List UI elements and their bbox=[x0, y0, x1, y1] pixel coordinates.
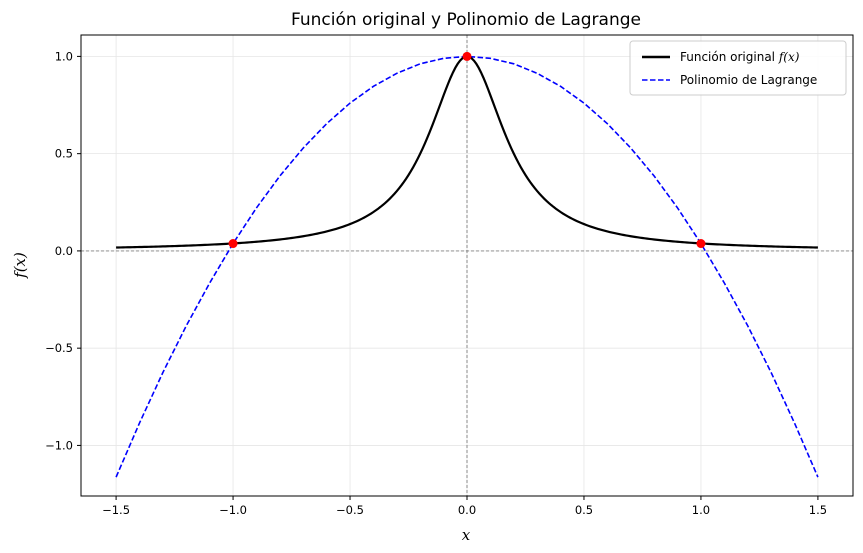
y-tick-label: −0.5 bbox=[45, 341, 73, 355]
legend-label-lagrange: Polinomio de Lagrange bbox=[680, 73, 817, 87]
y-axis-label: f(x) bbox=[11, 252, 29, 279]
x-tick-label: 0.0 bbox=[458, 503, 476, 517]
x-tick-label: 1.0 bbox=[692, 503, 710, 517]
y-tick-label: −1.0 bbox=[45, 438, 73, 452]
legend-box bbox=[629, 40, 847, 96]
y-tick-label: 0.0 bbox=[55, 244, 73, 258]
x-axis-label: x bbox=[462, 526, 471, 544]
y-tick-label: 1.0 bbox=[55, 49, 73, 63]
y-tick-label: 0.5 bbox=[55, 147, 73, 161]
x-tick-label: −0.5 bbox=[336, 503, 364, 517]
legend: Función original f(x) Polinomio de Lagra… bbox=[629, 40, 847, 96]
x-tick-label: −1.0 bbox=[219, 503, 247, 517]
interpolation-point bbox=[228, 239, 238, 249]
legend-label-original: Función original f(x) bbox=[680, 50, 800, 64]
chart-title: Función original y Polinomio de Lagrange bbox=[291, 10, 641, 30]
interpolation-point bbox=[696, 239, 706, 249]
x-tick-label: 0.5 bbox=[575, 503, 593, 517]
x-tick-label: −1.5 bbox=[102, 503, 130, 517]
x-tick-label: 1.5 bbox=[809, 503, 827, 517]
interpolation-point bbox=[462, 51, 472, 61]
